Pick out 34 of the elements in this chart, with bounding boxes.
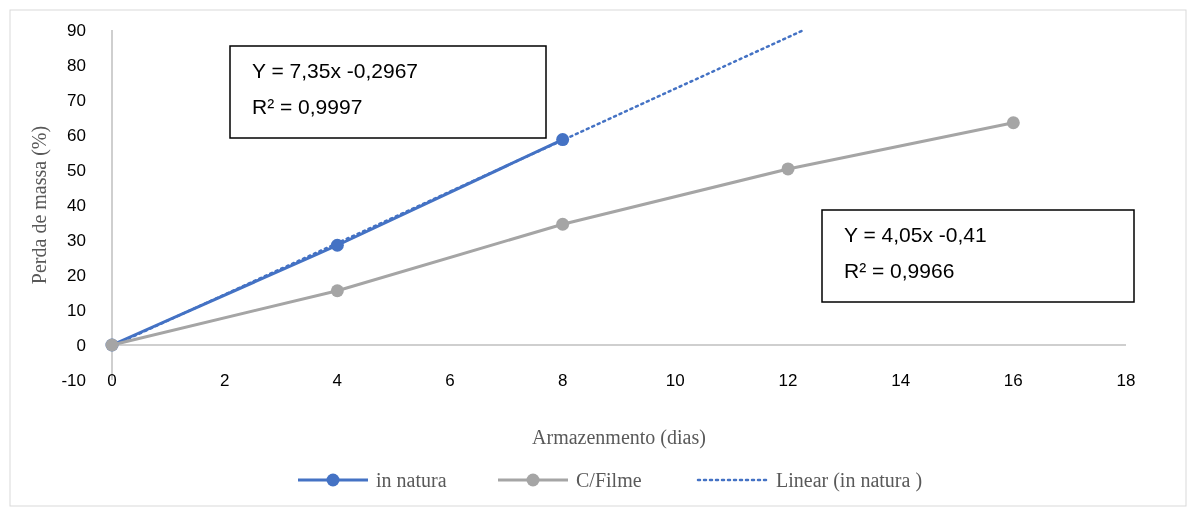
legend-label: in natura [376, 469, 447, 491]
legend-label: Linear (in natura ) [776, 469, 923, 492]
y-tick-label: 40 [67, 195, 86, 215]
annotation: Y = 7,35x -0,2967 R² = 0,9997 [252, 59, 418, 118]
legend-label: C/Filme [576, 469, 642, 491]
y-tick-label: 0 [76, 335, 86, 355]
x-tick-label: 14 [891, 370, 911, 390]
y-axis-title: Perda de massa (%) [28, 125, 51, 285]
x-tick-label: 16 [1003, 370, 1023, 390]
y-tick-label: 80 [67, 55, 86, 75]
x-tick-label: 2 [219, 370, 230, 390]
x-tick-label: 18 [1116, 370, 1136, 390]
x-tick-label: 0 [107, 370, 117, 390]
point [330, 284, 344, 298]
x-tick-label: 6 [445, 370, 455, 390]
y-tick-label: 60 [67, 125, 86, 145]
point [330, 238, 344, 252]
point [781, 162, 795, 176]
point [556, 133, 570, 147]
y-tick-label: -10 [61, 370, 86, 390]
point [1006, 116, 1020, 130]
y-tick-label: 50 [67, 160, 86, 180]
y-tick-label: 30 [67, 230, 86, 250]
y-tick-label: 70 [67, 90, 86, 110]
x-axis-title: Armazenmento (dias) [532, 426, 706, 449]
x-tick-label: 4 [332, 370, 343, 390]
x-tick-label: 10 [665, 370, 685, 390]
annotation: Y = 4,05x -0,41 R² = 0,9966 [844, 223, 987, 282]
y-tick-label: 10 [67, 300, 86, 320]
x-tick-label: 8 [557, 370, 568, 390]
point [556, 217, 570, 231]
x-tick-label: 12 [778, 370, 798, 390]
y-tick-label: 90 [67, 20, 86, 40]
y-tick-label: 20 [67, 265, 86, 285]
